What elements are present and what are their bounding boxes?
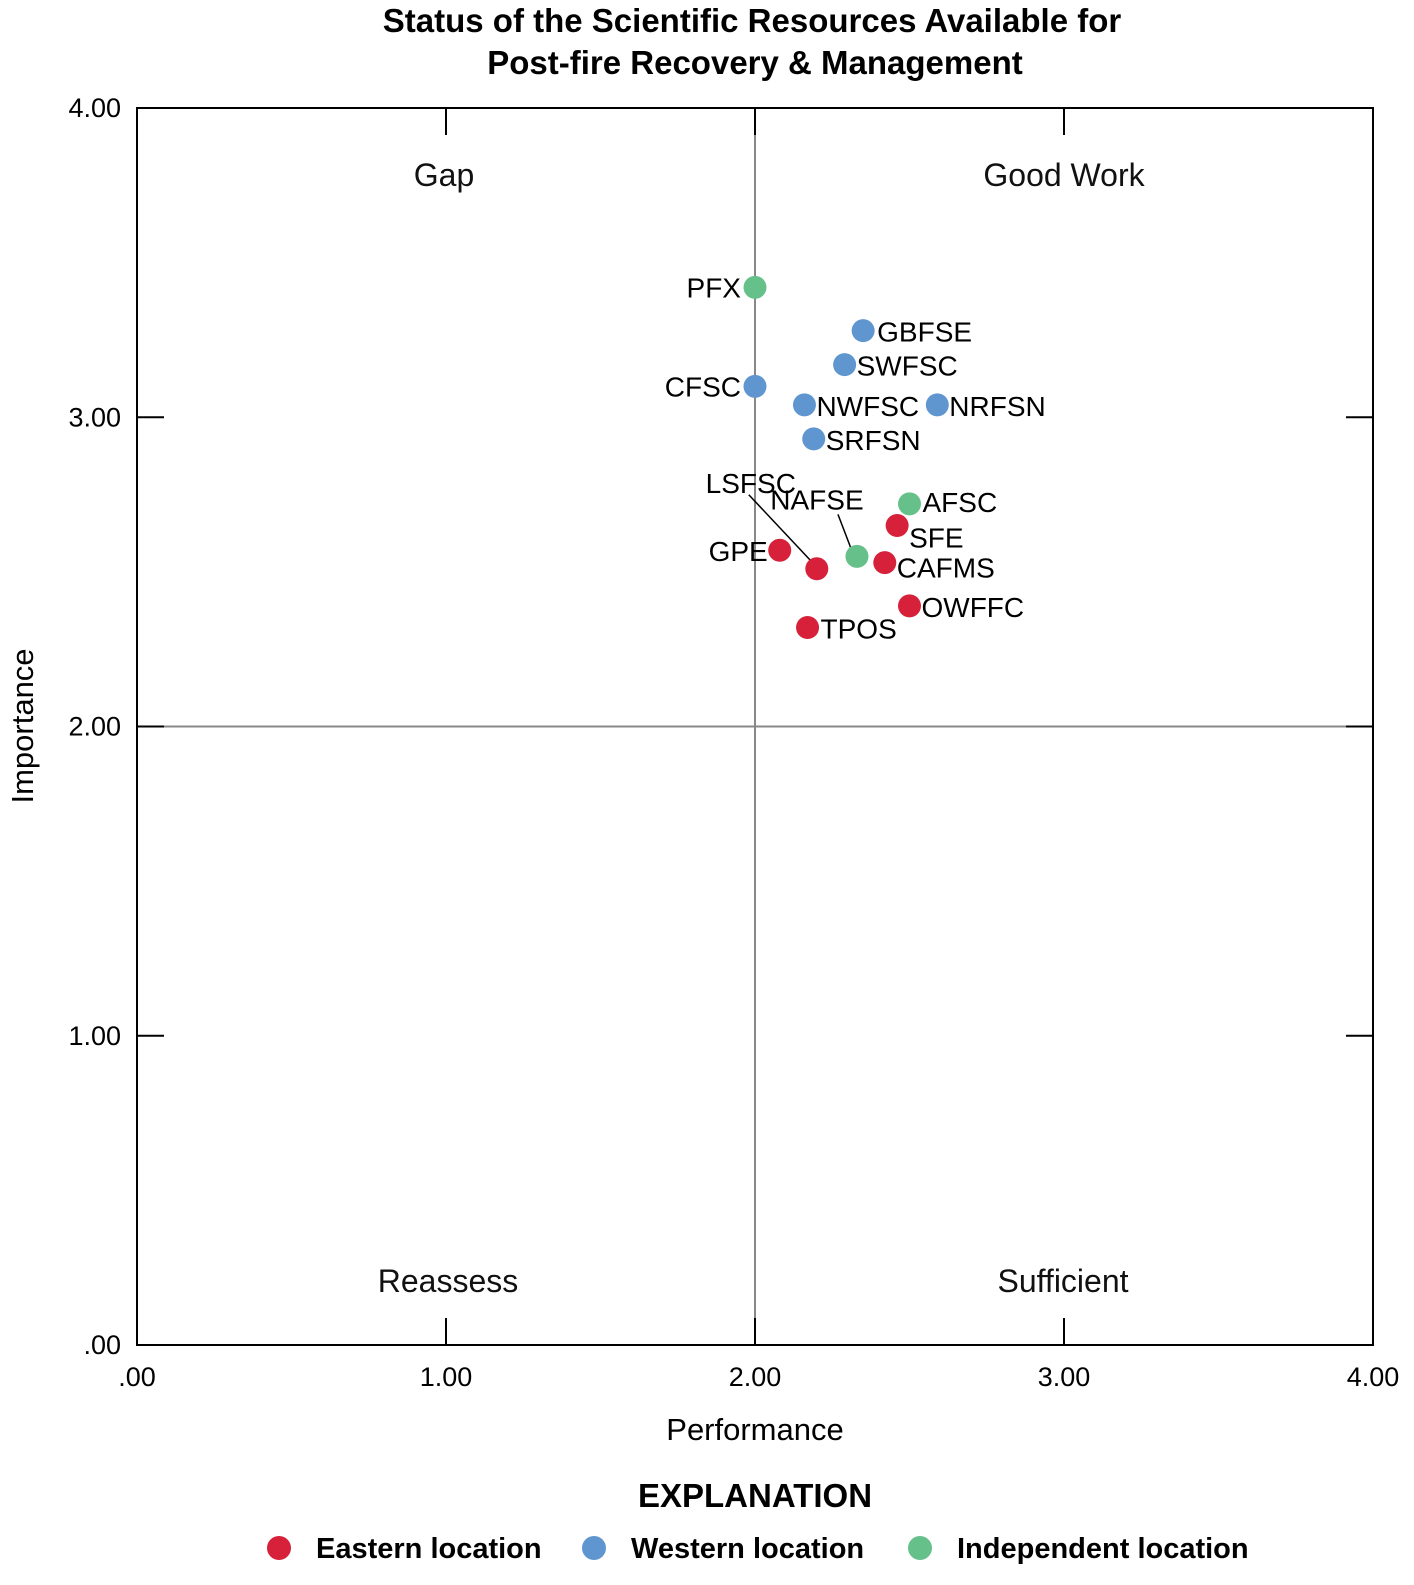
y-axis-label: Importance [5,648,40,803]
data-point-gpe [768,538,792,562]
point-label-tpos: TPOS [821,614,897,645]
legend-marker-eastern [267,1536,291,1560]
data-point-nafse [845,544,869,568]
y-tick-label: 4.00 [68,93,121,123]
data-point-tpos [796,616,820,640]
data-point-afsc [898,492,921,516]
point-label-swfsc: SWFSC [857,351,958,382]
legend-marker-western [582,1536,606,1560]
data-point-owffc [898,594,921,618]
data-point-swfsc [833,353,857,377]
y-tick-label: 2.00 [68,712,121,742]
quadrant-label-sufficient: Sufficient [997,1263,1128,1299]
y-tick-label: 3.00 [68,402,121,432]
data-point-sfe [885,513,909,537]
point-label-cafms: CAFMS [897,553,995,584]
y-tick-label: .00 [83,1330,121,1360]
legend-label-eastern: Eastern location [316,1533,542,1565]
x-tick-label: 4.00 [1347,1362,1400,1392]
quadrant-label-good-work: Good Work [983,157,1145,193]
point-label-nrfsn: NRFSN [949,391,1045,422]
chart-title-line-1: Status of the Scientific Resources Avail… [383,2,1122,39]
point-label-nafse: NAFSE [770,484,863,515]
quadrant-label-reassess: Reassess [378,1263,519,1299]
y-tick-label: 1.00 [68,1021,121,1051]
legend-marker-independent [908,1536,932,1560]
data-point-nwfsc [792,393,816,417]
x-tick-label: .00 [118,1362,156,1392]
x-tick-label: 1.00 [420,1362,473,1392]
legend-label-western: Western location [631,1533,864,1565]
data-point-cafms [873,551,897,575]
point-label-afsc: AFSC [923,487,998,518]
point-label-lsfsc: LSFSC [706,468,796,499]
data-point-gbfse [851,319,875,343]
data-point-pfx [743,275,767,299]
x-axis-label: Performance [666,1412,843,1447]
point-label-owffc: OWFFC [922,592,1025,623]
point-label-nwfsc: NWFSC [816,391,919,422]
quadrant-label-gap: Gap [414,157,474,193]
legend-title: EXPLANATION [638,1477,872,1514]
legend-label-independent: Independent location [957,1533,1249,1565]
leader-line-nafse [837,514,852,549]
leader-line-lsfsc [748,494,812,562]
legend: Eastern location Western location Independ… [267,1533,1249,1565]
data-point-cfsc [743,374,767,398]
chart-title-line-2: Post-fire Recovery & Management [487,44,1023,81]
point-label-gpe: GPE [709,536,768,567]
data-point-lsfsc [805,557,829,581]
point-label-cfsc: CFSC [665,371,741,402]
point-label-srfsn: SRFSN [826,425,921,456]
data-point-nrfsn [925,393,949,417]
x-tick-label: 2.00 [729,1362,782,1392]
point-label-pfx: PFX [687,272,742,303]
point-label-sfe: SFE [909,522,963,553]
data-point-srfsn [802,427,826,451]
x-tick-label: 3.00 [1038,1362,1091,1392]
point-label-gbfse: GBFSE [877,317,972,348]
